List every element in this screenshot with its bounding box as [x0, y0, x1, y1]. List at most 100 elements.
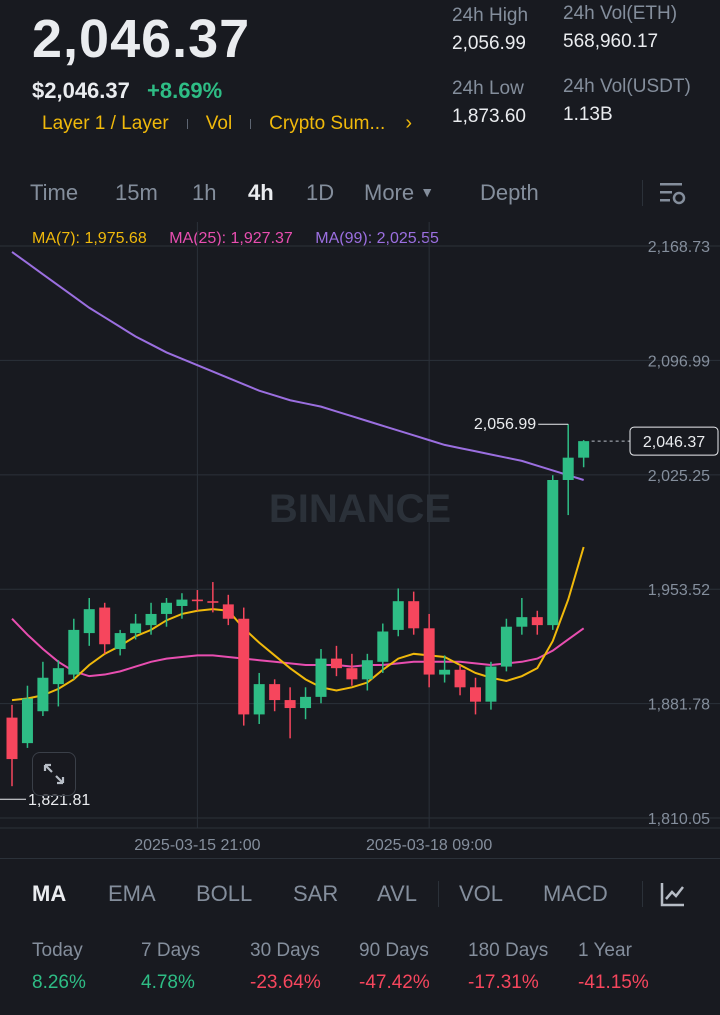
- vol-eth-label: 24h Vol(ETH): [563, 3, 678, 24]
- candle-down: [238, 618, 250, 715]
- ma25-line: [11, 618, 585, 678]
- candle-up: [500, 626, 512, 667]
- tab-divider: [642, 180, 643, 206]
- x-tick-label: 2025-03-18 09:00: [366, 837, 492, 854]
- ma99-legend: MA(99): 2,025.55: [315, 230, 439, 247]
- perf-value: -47.42%: [359, 972, 430, 993]
- low-marker-label: 1,821.81: [28, 792, 90, 809]
- indicator-tab-boll[interactable]: BOLL: [196, 881, 253, 906]
- candle-up: [361, 660, 373, 680]
- tab-15m[interactable]: 15m: [115, 180, 158, 205]
- perf-7d: 7 Days 4.78%: [141, 940, 200, 994]
- tab-1d[interactable]: 1D: [306, 180, 335, 205]
- indicator-tab-ema[interactable]: EMA: [108, 881, 156, 906]
- ma7-legend: MA(7): 1,975.68: [32, 230, 147, 247]
- vol-usdt-value: 1.13B: [563, 104, 613, 125]
- price-change-percent: +8.69%: [147, 78, 223, 103]
- perf-label: Today: [32, 940, 83, 961]
- candlestick-chart[interactable]: BINANCE 2,168.73 2,096.99 2,025.25 1,953.52…: [0, 222, 720, 858]
- tag-layer1[interactable]: Layer 1 / Layer: [42, 112, 169, 134]
- perf-today: Today 8.26%: [32, 940, 86, 994]
- indicator-tab-avl[interactable]: AVL: [377, 881, 417, 906]
- tab-4h[interactable]: 4h: [248, 180, 274, 205]
- vol-eth-value: 568,960.17: [563, 31, 659, 52]
- interval-tabs: Time 15m 1h 4h 1D More ▼ Depth: [0, 170, 720, 220]
- tab-time[interactable]: Time: [30, 180, 79, 205]
- candle-down: [346, 668, 358, 680]
- ma7-line: [11, 546, 585, 702]
- expand-chart-button[interactable]: [32, 752, 76, 796]
- indicator-settings-icon[interactable]: [660, 881, 686, 912]
- ma25-legend: MA(25): 1,927.37: [169, 230, 293, 247]
- indicator-tabs: MA EMA BOLL SAR AVL VOL MACD: [0, 858, 720, 929]
- y-tick-label: 2,168.73: [648, 239, 710, 256]
- perf-label: 1 Year: [578, 940, 632, 961]
- candle-up: [562, 457, 574, 480]
- low-value: 1,873.60: [452, 106, 526, 127]
- candle-down: [6, 717, 18, 760]
- low-label: 24h Low: [452, 78, 524, 99]
- y-tick-label: 2,025.25: [648, 468, 710, 485]
- candle-down: [284, 700, 296, 709]
- tag-vol[interactable]: Vol: [205, 112, 233, 134]
- caret-down-icon: ▼: [420, 184, 435, 200]
- perf-value: -41.15%: [578, 972, 649, 993]
- candle-up: [315, 658, 327, 697]
- candle-up: [145, 613, 157, 626]
- current-price-tag: [629, 426, 719, 456]
- candle-up: [516, 617, 528, 627]
- chart-svg: BINANCE 2,168.73 2,096.99 2,025.25 1,953.52…: [0, 222, 720, 854]
- candle-up: [176, 599, 188, 606]
- indicator-divider: [438, 881, 439, 907]
- tag-row: Layer 1 / Layer Vol Crypto Sum... ›: [42, 112, 412, 135]
- perf-90d: 90 Days -47.42%: [359, 940, 430, 994]
- tag-separator: [186, 118, 188, 129]
- perf-label: 7 Days: [141, 940, 201, 961]
- perf-label: 90 Days: [359, 940, 429, 961]
- candle-up: [253, 684, 265, 715]
- candle-down: [99, 607, 111, 645]
- perf-30d: 30 Days -23.64%: [250, 940, 321, 994]
- tag-separator: [250, 118, 252, 129]
- usd-price: $2,046.37: [32, 78, 130, 103]
- watermark-text: BINANCE: [269, 487, 451, 531]
- current-price-label: 2,046.37: [643, 434, 705, 451]
- high-label: 24h High: [452, 5, 529, 26]
- candle-down: [531, 617, 543, 626]
- candle-down: [191, 599, 203, 602]
- candle-up: [83, 609, 95, 634]
- indicator-tab-sar[interactable]: SAR: [293, 881, 339, 906]
- ma-legend: MA(7): 1,975.68 MA(25): 1,927.37 MA(99):…: [32, 230, 439, 248]
- y-tick-label: 1,810.05: [648, 811, 710, 828]
- candle-down: [222, 604, 234, 619]
- candle-down: [423, 628, 435, 675]
- tag-crypto-summary[interactable]: Crypto Sum...: [269, 112, 386, 134]
- chart-settings-icon[interactable]: [660, 182, 686, 211]
- ma99-line: [11, 251, 584, 481]
- tab-depth[interactable]: Depth: [480, 180, 539, 205]
- indicator-tab-vol[interactable]: VOL: [459, 881, 504, 906]
- perf-label: 180 Days: [468, 940, 549, 961]
- candle-down: [408, 601, 420, 629]
- candle-up: [485, 666, 497, 702]
- vol-usdt-label: 24h Vol(USDT): [563, 76, 691, 97]
- perf-value: 8.26%: [32, 972, 86, 993]
- high-marker-label: 2,056.99: [474, 416, 536, 433]
- chevron-right-icon[interactable]: ›: [405, 112, 412, 134]
- candle-up: [547, 479, 559, 626]
- candle-down: [470, 687, 481, 702]
- high-value: 2,056.99: [452, 33, 526, 54]
- indicator-tab-macd[interactable]: MACD: [543, 881, 608, 906]
- tab-1h[interactable]: 1h: [192, 180, 217, 205]
- tab-more[interactable]: More ▼: [364, 180, 434, 206]
- candle-up: [130, 623, 142, 634]
- candle-up: [68, 629, 80, 675]
- last-price: 2,046.37: [32, 9, 251, 69]
- candle-up: [300, 696, 312, 709]
- perf-1y: 1 Year -41.15%: [578, 940, 649, 994]
- indicator-tab-ma[interactable]: MA: [32, 881, 67, 906]
- candle-down: [454, 669, 466, 688]
- x-tick-label: 2025-03-15 21:00: [134, 837, 260, 854]
- performance-row: Today 8.26% 7 Days 4.78% 30 Days -23.64%…: [0, 928, 720, 1015]
- candle-up: [52, 668, 64, 685]
